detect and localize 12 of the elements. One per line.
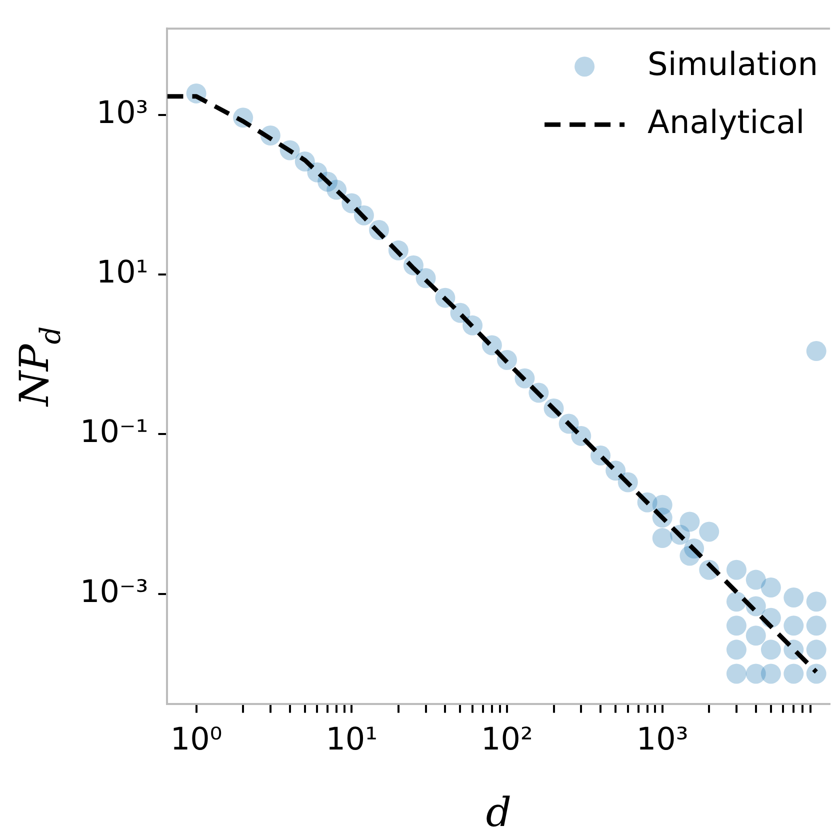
y-tick-label: 10³ <box>96 94 148 131</box>
x-axis-title: d <box>486 790 512 834</box>
x-tick-label: 10³ <box>636 721 688 758</box>
y-axis-title: NPd <box>12 326 67 408</box>
legend-label: Analytical <box>648 102 805 141</box>
x-tick-label: 10¹ <box>326 721 378 758</box>
legend-label: Simulation <box>648 44 818 83</box>
x-tick-label: 10² <box>481 721 533 758</box>
y-tick-label: 10⁻³ <box>80 574 148 610</box>
y-tick-label: 10¹ <box>96 254 148 291</box>
y-tick-label: 10⁻¹ <box>80 414 148 450</box>
x-tick-label: 10⁰ <box>170 721 222 758</box>
